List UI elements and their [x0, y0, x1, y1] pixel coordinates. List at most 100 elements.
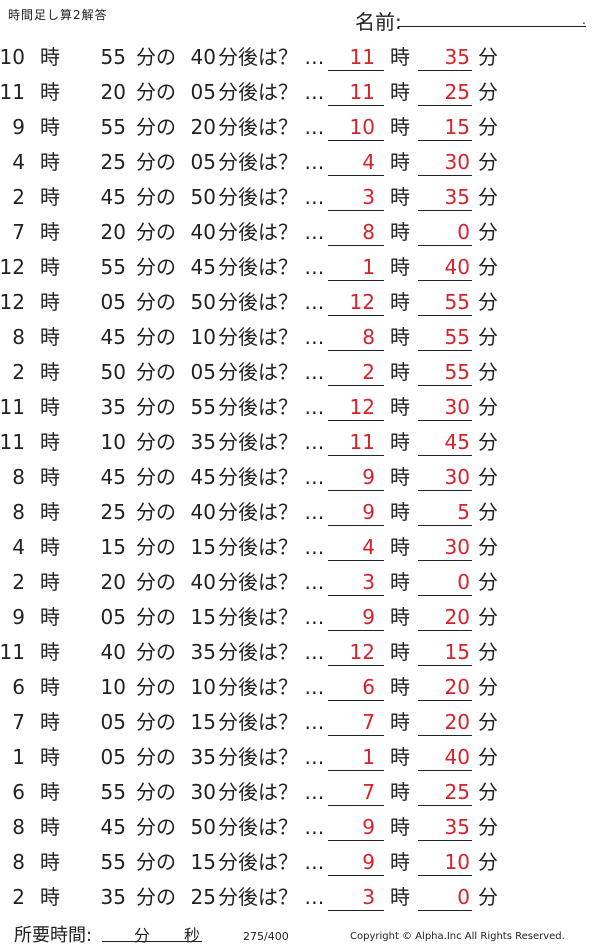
copyright: Copyright © Alpha.Inc All Rights Reserve…	[350, 931, 565, 942]
answer-hour-line	[328, 455, 384, 456]
hour-label: 時	[40, 710, 60, 734]
problem-row: 1 時 05 分の 35 分後は？ … 1 時 40 分	[0, 739, 600, 774]
hour-label: 時	[40, 675, 60, 699]
start-hour: 7	[12, 220, 25, 244]
no-label: の	[156, 570, 176, 594]
added-minutes: 05	[190, 150, 216, 174]
answer-hour-label: 時	[390, 325, 410, 349]
no-label: の	[156, 640, 176, 664]
answer-minute: 20	[444, 710, 470, 734]
hour-label: 時	[40, 850, 60, 874]
question-suffix: 分後は？ …	[218, 220, 325, 244]
answer-hour-label: 時	[390, 395, 410, 419]
answer-minute-line	[418, 420, 472, 421]
answer-hour-line	[328, 875, 384, 876]
problem-row: 8 時 25 分の 40 分後は？ … 9 時 5 分	[0, 494, 600, 529]
minute-no-label: 分の	[136, 115, 176, 139]
start-hour: 9	[12, 115, 25, 139]
min-label: 分	[136, 605, 156, 629]
hour-label: 時	[40, 360, 60, 384]
answer-hour-label: 時	[390, 465, 410, 489]
min-label: 分	[136, 325, 156, 349]
added-minutes: 15	[190, 535, 216, 559]
min-label: 分	[136, 745, 156, 769]
question-suffix: 分後は？ …	[218, 430, 325, 454]
added-minutes: 15	[190, 710, 216, 734]
hour-label: 時	[40, 45, 60, 69]
answer-hour: 3	[362, 570, 375, 594]
min-label: 分	[136, 45, 156, 69]
answer-hour-label: 時	[390, 780, 410, 804]
answer-hour: 10	[349, 115, 375, 139]
answer-minute-label: 分	[478, 255, 498, 279]
minute-no-label: 分の	[136, 290, 176, 314]
question-suffix: 分後は？ …	[218, 500, 325, 524]
answer-hour-line	[328, 910, 384, 911]
start-hour: 6	[12, 675, 25, 699]
no-label: の	[156, 325, 176, 349]
answer-minute-line	[418, 70, 472, 71]
minute-no-label: 分の	[136, 430, 176, 454]
answer-minute: 30	[444, 465, 470, 489]
answer-hour: 8	[362, 220, 375, 244]
answer-minute: 45	[444, 430, 470, 454]
hour-label: 時	[40, 150, 60, 174]
minute-no-label: 分の	[136, 325, 176, 349]
minute-no-label: 分の	[136, 395, 176, 419]
answer-hour: 4	[362, 150, 375, 174]
answer-minute: 30	[444, 535, 470, 559]
answer-minute: 15	[444, 640, 470, 664]
answer-hour: 12	[349, 290, 375, 314]
start-hour: 11	[0, 430, 25, 454]
answer-minute: 35	[444, 45, 470, 69]
answer-hour-label: 時	[390, 675, 410, 699]
start-minute: 55	[100, 255, 126, 279]
no-label: の	[156, 605, 176, 629]
answer-hour-label: 時	[390, 45, 410, 69]
start-minute: 45	[100, 325, 126, 349]
hour-label: 時	[40, 745, 60, 769]
answer-hour-line	[328, 105, 384, 106]
problem-row: 8 時 45 分の 45 分後は？ … 9 時 30 分	[0, 459, 600, 494]
answer-minute-line	[418, 805, 472, 806]
answer-minute-line	[418, 840, 472, 841]
answer-hour: 3	[362, 185, 375, 209]
answer-minute-line	[418, 735, 472, 736]
problem-row: 11 時 20 分の 05 分後は？ … 11 時 25 分	[0, 74, 600, 109]
answer-minute: 0	[457, 885, 470, 909]
no-label: の	[156, 710, 176, 734]
problem-row: 11 時 35 分の 55 分後は？ … 12 時 30 分	[0, 389, 600, 424]
start-minute: 15	[100, 535, 126, 559]
answer-minute: 35	[444, 185, 470, 209]
question-suffix: 分後は？ …	[218, 815, 325, 839]
minute-no-label: 分の	[136, 885, 176, 909]
hour-label: 時	[40, 220, 60, 244]
problem-row: 2 時 20 分の 40 分後は？ … 3 時 0 分	[0, 564, 600, 599]
min-label: 分	[136, 80, 156, 104]
start-hour: 4	[12, 535, 25, 559]
start-minute: 05	[100, 605, 126, 629]
answer-minute: 30	[444, 150, 470, 174]
start-hour: 8	[12, 465, 25, 489]
answer-hour-line	[328, 525, 384, 526]
start-minute: 55	[100, 780, 126, 804]
start-minute: 45	[100, 185, 126, 209]
start-minute: 10	[100, 430, 126, 454]
time-required-label: 所要時間:	[14, 925, 93, 946]
minute-no-label: 分の	[136, 780, 176, 804]
start-minute: 05	[100, 710, 126, 734]
answer-hour: 9	[362, 815, 375, 839]
added-minutes: 15	[190, 605, 216, 629]
answer-minute: 20	[444, 605, 470, 629]
problem-row: 9 時 55 分の 20 分後は？ … 10 時 15 分	[0, 109, 600, 144]
answer-minute-line	[418, 105, 472, 106]
added-minutes: 40	[190, 570, 216, 594]
question-suffix: 分後は？ …	[218, 45, 325, 69]
answer-minute-line	[418, 455, 472, 456]
answer-minute-label: 分	[478, 465, 498, 489]
answer-hour: 9	[362, 850, 375, 874]
added-minutes: 50	[190, 815, 216, 839]
hour-label: 時	[40, 115, 60, 139]
no-label: の	[156, 430, 176, 454]
start-minute: 20	[100, 570, 126, 594]
